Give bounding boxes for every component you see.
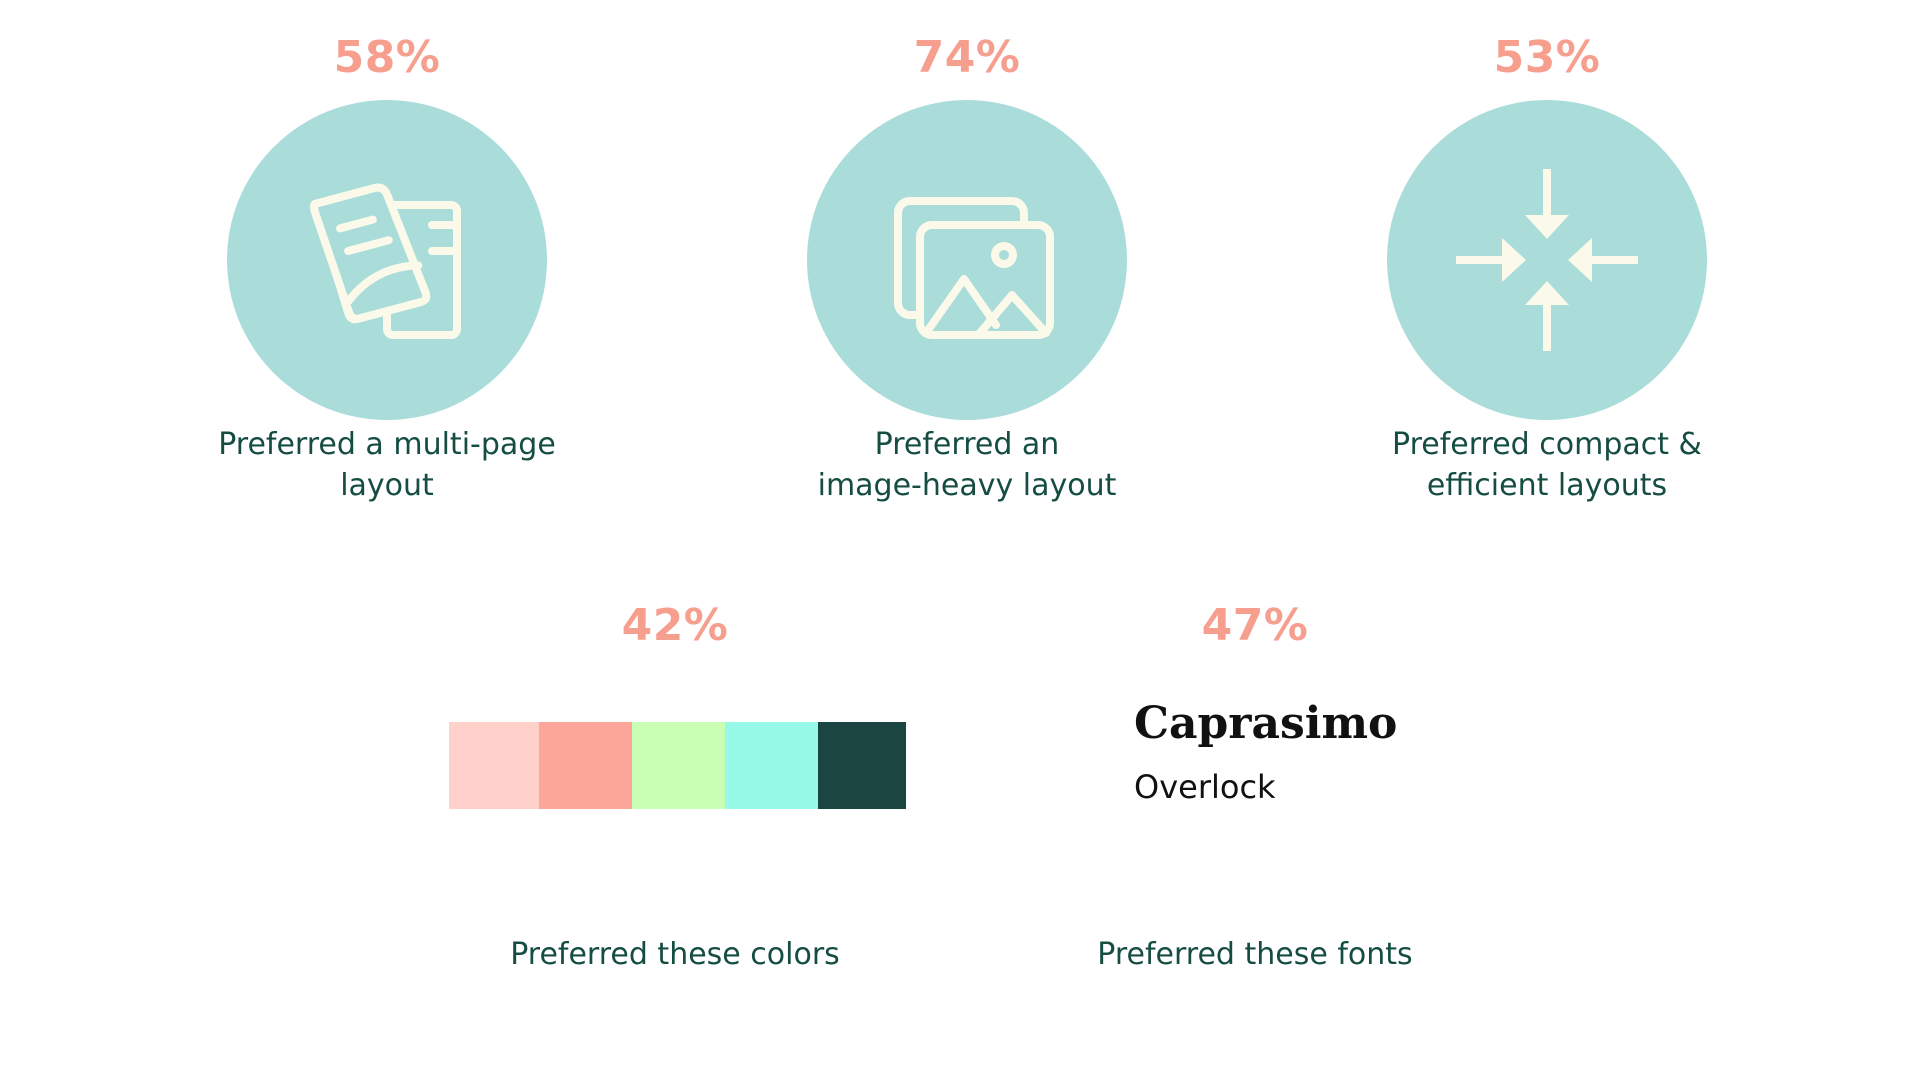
caption-line: image-heavy layout [817, 468, 1117, 503]
font-sample-display: Caprasimo [1134, 698, 1398, 749]
caption-line: efficient layouts [1426, 468, 1668, 503]
percent-value: 53% [1493, 32, 1601, 83]
caption-line: Preferred an [874, 427, 1060, 462]
stat-caption: Preferred these fonts [1055, 934, 1455, 975]
icon-circle [227, 100, 547, 420]
stat-caption: Preferred a multi-page layout [187, 424, 587, 506]
icon-circle [807, 100, 1127, 420]
caption-line: Preferred a multi-page [218, 427, 556, 462]
stat-image-heavy: 74% Preferred an image-heavy layout [767, 0, 1167, 520]
stat-multi-page: 58% Preferred a multi-page layout [187, 0, 587, 520]
color-swatch [818, 722, 906, 809]
caption-line: layout [340, 468, 434, 503]
percent-value: 58% [333, 32, 441, 83]
compress-arrows-icon [1456, 169, 1638, 351]
caption-line: Preferred these fonts [1097, 937, 1413, 972]
stat-compact: 53% Preferred compact & efficient layout… [1347, 0, 1747, 520]
color-swatch [539, 722, 632, 809]
color-palette [449, 722, 906, 809]
stat-caption: Preferred compact & efficient layouts [1347, 424, 1747, 506]
percent-value: 74% [913, 32, 1021, 83]
color-swatch [725, 722, 818, 809]
percent-value: 42% [621, 600, 729, 651]
stat-caption: Preferred these colors [475, 934, 875, 975]
caption-line: Preferred compact & [1392, 427, 1702, 462]
color-swatch [449, 722, 539, 809]
color-swatch [632, 722, 725, 809]
stacked-images-icon [894, 197, 1054, 339]
caption-line: Preferred these colors [510, 937, 840, 972]
percent-value: 47% [1201, 600, 1309, 651]
multi-page-documents-icon [309, 183, 461, 339]
icon-circle [1387, 100, 1707, 420]
stat-caption: Preferred an image-heavy layout [767, 424, 1167, 506]
font-sample-body: Overlock [1134, 768, 1276, 806]
